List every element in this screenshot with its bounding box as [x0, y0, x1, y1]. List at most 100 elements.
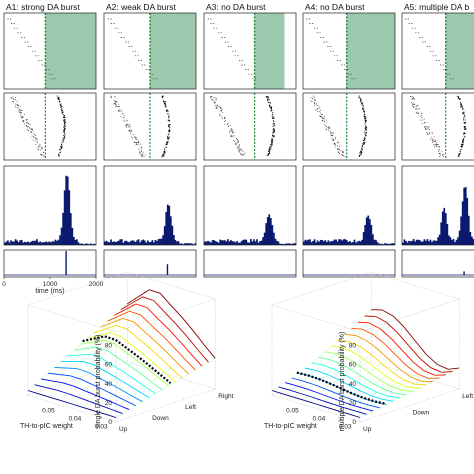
histogram-bar [440, 222, 443, 245]
spike-dot [58, 154, 60, 156]
spike-dot [360, 153, 362, 156]
spike-dot [432, 140, 434, 142]
histogram-bar [92, 243, 95, 245]
histogram-bar [230, 240, 232, 245]
spike-dot [163, 151, 165, 153]
spike-dot [273, 120, 275, 123]
spike-dot [362, 109, 364, 111]
spike-dot [271, 109, 273, 112]
histogram-bar [166, 204, 169, 245]
histogram-bar [146, 240, 149, 245]
histogram-bar [341, 240, 344, 245]
spike-dot [238, 149, 240, 151]
surface-line [351, 327, 440, 379]
surface-line [271, 309, 372, 391]
histogram-bar [403, 239, 406, 245]
histogram-bar [211, 240, 214, 245]
histogram-bar [318, 241, 321, 245]
y-tick-label: Down [152, 415, 169, 422]
spike-dot [222, 117, 223, 119]
histogram-bar [372, 234, 374, 245]
spike-dot [163, 101, 165, 103]
histogram-bar [76, 239, 78, 245]
histogram-bar [359, 241, 362, 245]
spike-dot [20, 115, 22, 117]
histogram-bar [150, 241, 152, 245]
spike-dot [232, 131, 234, 133]
spike-dot [314, 105, 316, 107]
histogram-bar [376, 242, 379, 245]
spike-dot [35, 143, 37, 145]
histogram-bar [464, 187, 467, 245]
spike-dot [21, 110, 23, 112]
histogram-bar [119, 239, 122, 245]
spike-dot [19, 109, 21, 111]
panel-frame [103, 165, 197, 246]
box-edge [127, 271, 216, 300]
column-title: A5: multiple DA b [404, 2, 469, 12]
spike-dot [128, 130, 130, 132]
spike-dot [363, 138, 365, 140]
histogram-bar [438, 234, 441, 245]
spike-dot [168, 116, 170, 118]
spike-dot [412, 97, 414, 99]
panel-frame [3, 12, 97, 90]
panel-frame [3, 165, 97, 246]
histogram-bar [385, 243, 388, 245]
histogram-bar [91, 244, 94, 245]
spike-dot [219, 110, 221, 112]
spike-dot [231, 135, 233, 137]
spike-dot [165, 104, 167, 106]
spike-dot [463, 132, 465, 134]
histogram-bar [73, 236, 75, 245]
spike-dot [129, 126, 131, 128]
spike-dot [163, 153, 166, 155]
spike-dot [36, 141, 38, 143]
spike-dot [216, 107, 218, 109]
spike-dot [362, 105, 364, 107]
histogram-bar [289, 243, 292, 245]
spike-dot [117, 106, 119, 107]
spike-dot [340, 150, 342, 152]
x-tick-label: 0.03 [339, 424, 352, 431]
panel-frame [3, 92, 97, 161]
spike-dot [423, 118, 425, 120]
spike-dot [426, 126, 428, 127]
spike-dot [323, 118, 325, 120]
spike-dot [358, 154, 360, 156]
spike-dot [427, 126, 428, 128]
spike-dot [272, 128, 274, 130]
spike-dot [457, 155, 459, 157]
spike-dot [363, 141, 365, 143]
spike-dot [425, 129, 427, 130]
x-tick-label: 0.04 [69, 416, 82, 423]
spike-dot [332, 135, 334, 137]
surface-line [293, 315, 394, 398]
spike-dot [323, 120, 325, 122]
spike-dot [38, 148, 40, 150]
spike-dot [364, 128, 366, 130]
spike-dot [457, 154, 460, 156]
histogram-bar [10, 240, 12, 245]
spike-dot [119, 109, 121, 111]
spike-dot [314, 101, 316, 103]
spike-dot [335, 136, 337, 138]
histogram-bar [191, 243, 194, 245]
spike-dot [115, 104, 117, 106]
z-axis-label: multiple DA burst probability (%) [339, 332, 346, 432]
spike-dot [114, 102, 116, 104]
spike-dot [233, 140, 235, 142]
spike-dot [460, 105, 463, 107]
histogram-bar [86, 243, 89, 245]
spike-dot [442, 155, 444, 157]
spike-dot [311, 101, 313, 103]
histogram-bar [420, 241, 423, 245]
spike-dot [438, 150, 440, 152]
spike-dot [365, 120, 367, 122]
spike-dot [43, 154, 45, 156]
histogram-bar [137, 239, 140, 245]
spike-dot [429, 129, 430, 130]
histogram-bar [222, 240, 225, 245]
histogram-bar [176, 241, 178, 245]
spike-dot [362, 142, 364, 144]
